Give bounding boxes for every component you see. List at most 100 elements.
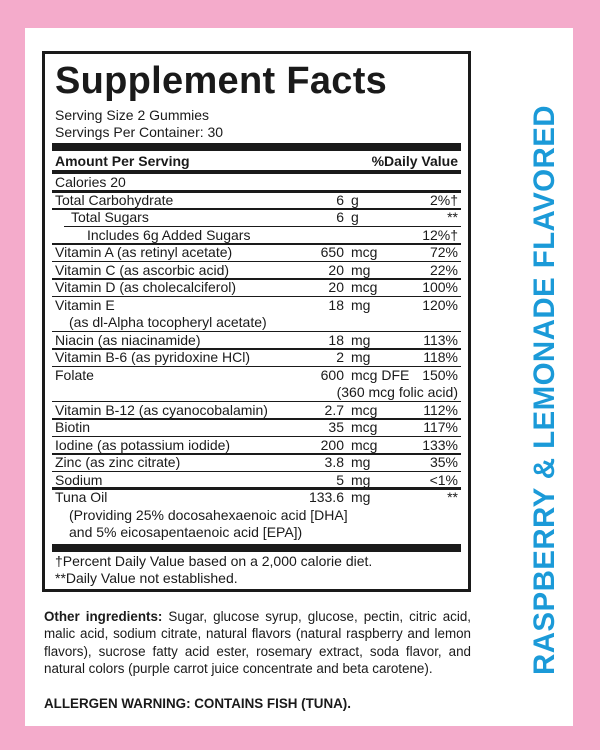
amount-value: 35 [328, 419, 344, 435]
nutrient-name: Vitamin C (as ascorbic acid) [55, 261, 230, 278]
row-divider [52, 260, 461, 262]
table-row: Vitamin D (as cholecalciferol) 20 mcg 100% [52, 278, 461, 297]
nutrient-name: Zinc (as zinc citrate) [55, 454, 181, 470]
thick-divider [52, 143, 461, 151]
amount-unit: g [351, 209, 359, 225]
row-divider [52, 330, 461, 332]
nutrient-name: Vitamin A (as retinyl acetate) [55, 244, 233, 260]
amount-unit: mg [351, 489, 371, 505]
amount-value: 3.8 [324, 454, 344, 470]
supplement-facts-box: Supplement Facts Serving Size 2 Gummies … [42, 51, 471, 592]
daily-value: 117% [423, 419, 458, 435]
row-divider [52, 453, 461, 455]
amount-value: 600 [320, 366, 344, 383]
daily-value: 118% [423, 349, 458, 365]
daily-value: 22% [429, 261, 458, 278]
amount-unit: mg [351, 296, 371, 313]
table-row: Niacin (as niacinamide) 18 mg 113% [52, 330, 461, 350]
nutrient-name: Folate [55, 366, 94, 383]
row-divider [52, 418, 461, 420]
daily-value: 133% [422, 436, 458, 453]
daily-value-header: %Daily Value [371, 153, 458, 169]
nutrient-detail: (as dl-Alpha tocopheryl acetate) [69, 314, 267, 330]
row-divider [52, 470, 461, 472]
amount-value: 200 [320, 436, 344, 453]
daily-value: 113% [423, 331, 458, 348]
nutrient-name: Vitamin B-12 (as cyanocobalamin) [55, 401, 268, 418]
table-header: Amount Per Serving %Daily Value [55, 152, 458, 170]
nutrient-name: Vitamin E [55, 296, 115, 313]
amount-unit: mcg [351, 436, 378, 453]
row-divider [52, 400, 461, 402]
amount-per-serving-header: Amount Per Serving [55, 153, 190, 169]
nutrient-name: Calories 20 [55, 174, 126, 190]
footnote-not-established: **Daily Value not established. [55, 570, 238, 586]
nutrient-name: Biotin [55, 419, 91, 435]
amount-value: 18 [328, 296, 344, 313]
amount-value: 2.7 [324, 401, 344, 418]
amount-value: 650 [320, 244, 344, 260]
nutrient-name: Tuna Oil [55, 489, 108, 505]
nutrient-name: Niacin (as niacinamide) [55, 331, 201, 348]
table-row: Biotin 35 mcg 117% [52, 418, 461, 437]
amount-unit: mcg [351, 279, 378, 295]
nutrient-name: Sodium [55, 471, 103, 488]
other-ingredients: Other ingredients: Sugar, glucose syrup,… [44, 608, 471, 677]
amount-value: 133.6 [308, 489, 344, 505]
table-row: Zinc (as zinc citrate) 3.8 mg 35% [52, 453, 461, 472]
servings-per-container: Servings Per Container: 30 [55, 124, 224, 140]
daily-value: 112% [423, 401, 458, 418]
serving-size: Serving Size 2 Gummies [55, 107, 210, 123]
amount-unit: g [351, 191, 359, 208]
amount-unit: mg [351, 454, 371, 470]
table-row: Vitamin E (as dl-Alpha tocopheryl acetate… [52, 295, 461, 332]
amount-unit: mcg [351, 401, 378, 418]
row-divider [52, 487, 461, 490]
nutrient-name: Total Sugars [71, 209, 149, 225]
daily-value: 150% [422, 366, 458, 383]
row-divider [52, 278, 461, 280]
supplement-facts-title: Supplement Facts [55, 60, 388, 102]
nutrient-name: Vitamin B-6 (as pyridoxine HCl) [55, 349, 251, 365]
table-row: Sodium 5 mg <1% [52, 470, 461, 490]
header-divider [52, 170, 461, 174]
row-divider [52, 208, 461, 210]
row-divider [52, 365, 461, 367]
table-row: Tuna Oil (Providing 25% docosahexaenoic a… [52, 487, 461, 542]
flavor-vertical-text: RASPBERRY & LEMONADE FLAVORED [528, 105, 561, 675]
daily-value: ** [447, 489, 458, 505]
amount-value: 2 [336, 349, 344, 365]
amount-value: 6 [336, 191, 344, 208]
amount-value: 5 [336, 471, 344, 488]
daily-value: 120% [422, 296, 458, 313]
table-row: Calories 20 [52, 174, 461, 192]
thick-divider-bottom [52, 544, 461, 552]
amount-unit: mg [351, 471, 371, 488]
nutrient-detail: (360 mcg folic acid) [336, 384, 458, 400]
table-row: Folate 600 mcg DFE 150% (360 mcg folic acid) [52, 365, 461, 402]
daily-value: 2%† [429, 191, 458, 208]
nutrient-name: Includes 6g Added Sugars [87, 226, 251, 243]
amount-unit: mg [351, 261, 371, 278]
table-row: Iodine (as potassium iodide) 200 mcg 133% [52, 435, 461, 455]
row-divider [64, 225, 461, 227]
row-divider [52, 295, 461, 297]
table-row: Vitamin C (as ascorbic acid) 20 mg 22% [52, 260, 461, 280]
nutrient-name: Total Carbohydrate [55, 191, 174, 208]
daily-value: 72% [429, 244, 458, 260]
amount-value: 20 [328, 261, 344, 278]
amount-unit: mcg [351, 419, 378, 435]
amount-unit: mcg DFE [351, 366, 410, 383]
row-divider [52, 189, 461, 193]
other-ingredients-label: Other ingredients: [44, 609, 163, 624]
table-row: Vitamin A (as retinyl acetate) 650 mcg 72% [52, 243, 461, 262]
nutrient-detail: and 5% eicosapentaenoic acid [EPA]) [69, 524, 303, 540]
daily-value: 35% [429, 454, 458, 470]
table-row: Includes 6g Added Sugars 12%† [52, 225, 461, 245]
amount-unit: mg [351, 331, 371, 348]
daily-value: ** [447, 209, 458, 225]
table-row: Vitamin B-12 (as cyanocobalamin) 2.7 mcg 11… [52, 400, 461, 420]
amount-unit: mg [351, 349, 371, 365]
amount-value: 20 [328, 279, 344, 295]
table-row: Vitamin B-6 (as pyridoxine HCl) 2 mg 118% [52, 348, 461, 367]
